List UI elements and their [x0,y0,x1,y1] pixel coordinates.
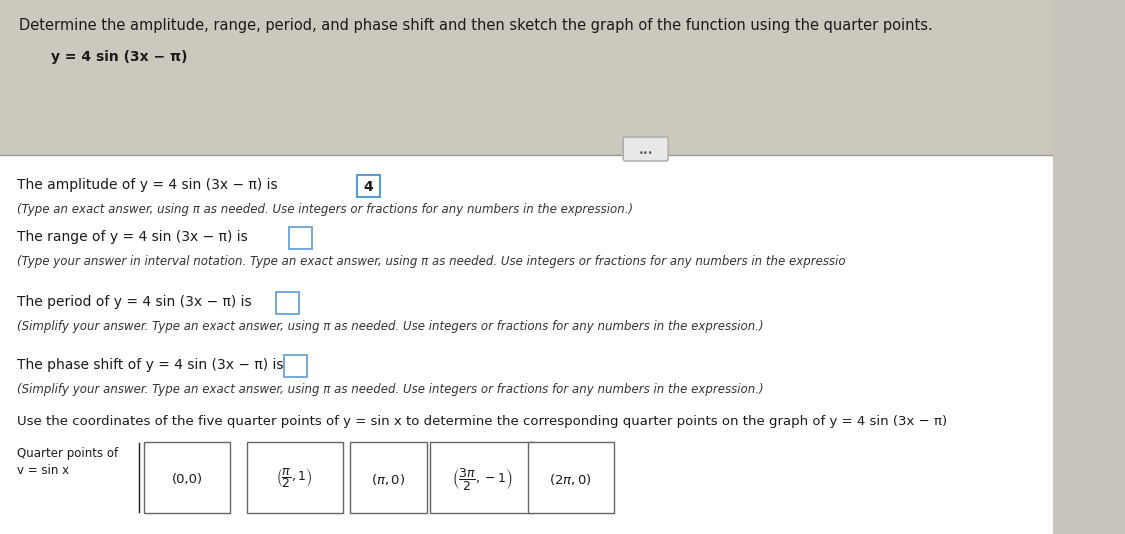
Text: $\left(\dfrac{\pi}{2},1\right)$: $\left(\dfrac{\pi}{2},1\right)$ [277,467,313,490]
FancyBboxPatch shape [248,442,342,513]
Text: 4: 4 [363,180,374,194]
Text: The range of y = 4 sin (3x − π) is: The range of y = 4 sin (3x − π) is [17,230,248,244]
Text: The amplitude of y = 4 sin (3x − π) is: The amplitude of y = 4 sin (3x − π) is [17,178,278,192]
Text: $(2\pi, 0)$: $(2\pi, 0)$ [549,472,592,487]
Text: (Type your answer in interval notation. Type an exact answer, using π as needed.: (Type your answer in interval notation. … [17,255,846,268]
Text: $(\pi, 0)$: $(\pi, 0)$ [371,472,405,487]
Text: y = 4 sin (3x − π): y = 4 sin (3x − π) [52,50,188,64]
FancyBboxPatch shape [289,227,312,249]
Text: Determine the amplitude, range, period, and phase shift and then sketch the grap: Determine the amplitude, range, period, … [19,18,933,33]
Bar [0,0,1053,155]
FancyBboxPatch shape [528,442,614,513]
Text: The phase shift of y = 4 sin (3x − π) is: The phase shift of y = 4 sin (3x − π) is [17,358,284,372]
Text: Use the coordinates of the five quarter points of y = sin x to determine the cor: Use the coordinates of the five quarter … [17,415,947,428]
Text: The period of y = 4 sin (3x − π) is: The period of y = 4 sin (3x − π) is [17,295,252,309]
FancyBboxPatch shape [276,292,298,314]
FancyBboxPatch shape [285,355,307,377]
FancyBboxPatch shape [350,442,426,513]
FancyBboxPatch shape [358,175,380,197]
Text: (0,0): (0,0) [172,473,202,486]
FancyBboxPatch shape [623,137,668,161]
FancyBboxPatch shape [430,442,534,513]
Bar [0,155,1053,534]
Text: •••: ••• [638,148,652,158]
Text: Quarter points of: Quarter points of [17,447,118,460]
Text: (Type an exact answer, using π as needed. Use integers or fractions for any numb: (Type an exact answer, using π as needed… [17,203,633,216]
FancyBboxPatch shape [144,442,231,513]
Text: v = sin x: v = sin x [17,464,69,477]
Text: (Simplify your answer. Type an exact answer, using π as needed. Use integers or : (Simplify your answer. Type an exact ans… [17,320,764,333]
Text: (Simplify your answer. Type an exact answer, using π as needed. Use integers or : (Simplify your answer. Type an exact ans… [17,383,764,396]
Text: $\left(\dfrac{3\pi}{2},-1\right)$: $\left(\dfrac{3\pi}{2},-1\right)$ [451,466,512,491]
